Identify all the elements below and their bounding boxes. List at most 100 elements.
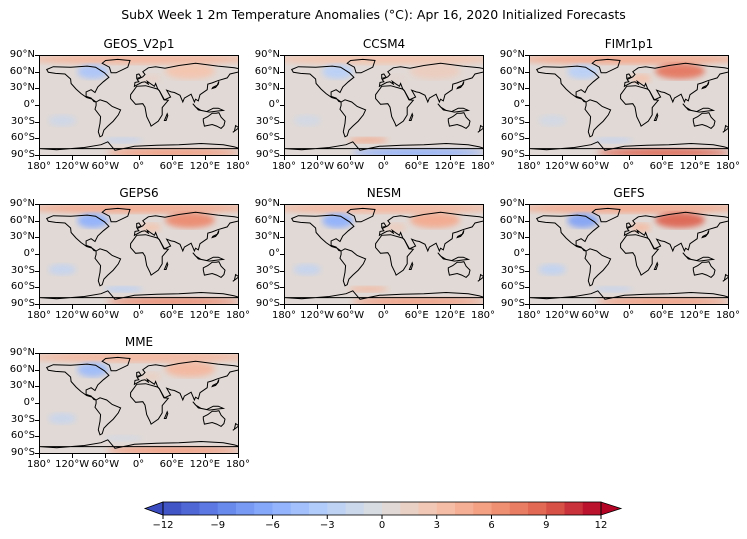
lat-tick-label: 60°N (499, 214, 525, 226)
map-panel: GEFS 90°N 60°N 30°N 0° 30°S 60°S 90°S 180° 120°W 6… (500, 186, 740, 321)
lon-tick-label: 180° (516, 161, 542, 172)
coastline-australia (202, 112, 226, 130)
lat-tick-mark (280, 270, 284, 272)
lat-tick-label: 90°S (255, 149, 280, 160)
lon-tick-mark (39, 156, 40, 160)
lon-tick-mark (238, 305, 239, 309)
lat-tick-mark (35, 386, 39, 388)
lon-tick-label: 60°E (404, 310, 429, 321)
lat-tick-label: 30°S (10, 413, 35, 425)
anomaly-patch-north-america-east (77, 213, 109, 229)
lon-tick-label: 60°E (159, 161, 184, 172)
lon-tick-mark (562, 305, 564, 309)
coastline-japan (456, 230, 465, 239)
lat-tick-mark (525, 287, 529, 289)
coastline-madagascar (653, 261, 659, 270)
lat-tick-label: 60°S (255, 132, 280, 144)
anomaly-patch-north-america-east (77, 362, 109, 378)
lat-tick-label: 90°N (254, 49, 280, 60)
coastline-indonesia (682, 252, 716, 262)
colorbar-bin (546, 502, 565, 515)
lon-tick-label: 180° (715, 161, 741, 172)
lat-tick-label: 30°S (10, 264, 35, 276)
map-panel: GEOS_V2p1 90°N 60°N 30°N 0° 30°S 60°S 90°S 180° 1… (10, 37, 250, 172)
colorbar-extend-high (600, 501, 623, 516)
colorbar-bin (290, 502, 310, 515)
coastline-north-america (290, 214, 355, 252)
lon-tick-label: 0° (622, 310, 635, 321)
anomaly-patch-europe (141, 222, 162, 232)
map-svg (285, 56, 483, 155)
lon-tick-mark (694, 156, 696, 160)
lat-tick-label: 60°S (10, 281, 35, 293)
lat-tick-mark (35, 419, 39, 421)
lat-tick-label: 30°N (9, 82, 35, 94)
anomaly-patch-europe (631, 73, 652, 83)
lon-tick-mark (483, 305, 484, 309)
lat-tick-mark (35, 155, 39, 156)
lat-tick-label: 60°S (10, 132, 35, 144)
lon-tick-label: 60°E (649, 161, 674, 172)
lat-tick-mark (280, 155, 284, 156)
lat-tick-mark (280, 55, 284, 56)
lon-tick-label: 0° (622, 161, 635, 172)
map-area (284, 55, 484, 156)
coastline-uk (136, 73, 142, 80)
lat-tick-label: 90°S (500, 149, 525, 160)
coastline-south-america (584, 99, 612, 138)
lon-tick-label: 180° (470, 161, 496, 172)
anomaly-patch-antarctic (106, 297, 238, 304)
coastline-uk (381, 222, 387, 229)
lat-tick-mark (280, 105, 284, 106)
coastline-new-zealand (477, 273, 483, 282)
anomaly-patch-europe (141, 371, 162, 381)
lat-tick-label: 30°N (499, 231, 525, 243)
lon-tick-label: 120°W (545, 310, 580, 321)
lat-tick-mark (280, 204, 284, 205)
lat-tick-mark (280, 138, 284, 140)
lat-tick-mark (280, 237, 284, 239)
lon-tick-label: 180° (470, 310, 496, 321)
colorbar-bin (418, 502, 438, 515)
coastline-greenland (346, 207, 376, 223)
coastline-north-america (535, 65, 600, 103)
lat-tick-mark (35, 436, 39, 438)
lat-tick-mark (35, 270, 39, 272)
lat-tick-label: 0° (268, 248, 280, 259)
lon-tick-label: 0° (377, 310, 390, 321)
anomaly-patch-pacific (48, 263, 77, 276)
colorbar-bin (309, 502, 328, 515)
lat-tick-label: 30°S (500, 115, 525, 127)
coastline-madagascar (653, 112, 659, 121)
lon-tick-mark (171, 454, 173, 458)
lon-tick-mark (661, 156, 663, 160)
coastline-madagascar (163, 410, 169, 419)
anomaly-patch-antarctic (596, 148, 728, 155)
anomaly-patch-eurasia (655, 63, 705, 80)
lon-tick-label: 120°W (300, 310, 335, 321)
lon-tick-label: 120°E (189, 161, 221, 172)
figure-title: SubX Week 1 2m Temperature Anomalies (°C… (121, 7, 626, 22)
colorbar-bin (199, 502, 219, 515)
coastline-australia (202, 410, 226, 428)
anomaly-patch-arctic (530, 205, 728, 214)
coastline-eurasia (623, 211, 728, 253)
map-svg (530, 205, 728, 304)
lon-tick-mark (238, 156, 239, 160)
coastline-madagascar (163, 261, 169, 270)
anomaly-patch-europe (631, 222, 652, 232)
coastline-north-america (45, 65, 110, 103)
anomaly-patch-antarctic (106, 446, 238, 453)
anomaly-patch-europe (141, 73, 162, 83)
lon-tick-label: 60°E (159, 310, 184, 321)
anomaly-patch-pacific (293, 114, 322, 127)
coastline-indonesia (437, 103, 471, 113)
colorbar-bin (491, 502, 511, 515)
lon-tick-label: 120°W (55, 310, 90, 321)
lon-tick-label: 60°W (581, 161, 610, 172)
coastline-antarctica (530, 290, 728, 300)
lat-tick-mark (525, 304, 529, 305)
coastline-indonesia (192, 103, 226, 113)
coastline-africa (375, 234, 415, 276)
